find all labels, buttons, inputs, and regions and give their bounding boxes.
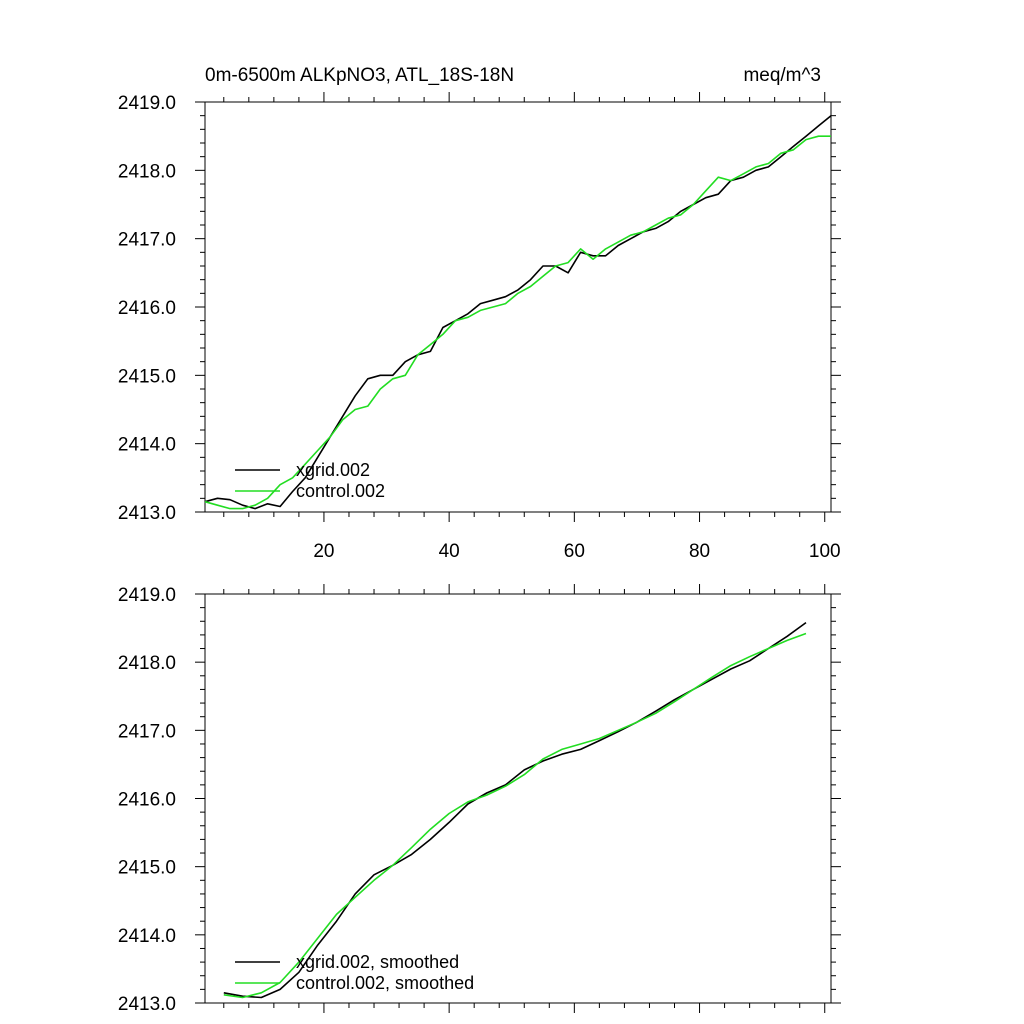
y-tick-label: 2413.0 <box>118 994 176 1015</box>
y-tick-label: 2417.0 <box>118 721 176 742</box>
x-tick-label: 100 <box>809 541 841 562</box>
legend-label-xgrid: xgrid.002 <box>296 460 370 480</box>
x-tick-label: 40 <box>439 541 460 562</box>
units-label: meq/m^3 <box>743 65 821 86</box>
top-panel: 20 40 60 80 100 2413.0 2414.0 2415.0 2416.0 2417.… <box>118 92 841 562</box>
x-tick-label: 20 <box>313 541 334 562</box>
x-tick-label: 60 <box>564 541 585 562</box>
legend-label-control: control.002, smoothed <box>296 973 474 993</box>
x-tick-label: 80 <box>689 541 710 562</box>
chart-title: 0m-6500m ALKpNO3, ATL_18S-18N <box>205 65 514 86</box>
y-tick-label: 2417.0 <box>118 230 176 251</box>
y-tick-label: 2419.0 <box>118 93 176 114</box>
series-line-xgrid <box>223 621 807 999</box>
y-tick-label: 2418.0 <box>118 653 176 674</box>
series-line-control <box>204 135 831 510</box>
y-tick-label: 2413.0 <box>118 503 176 524</box>
y-tick-label: 2416.0 <box>118 298 176 319</box>
y-tick-label: 2414.0 <box>118 926 176 947</box>
bottom-panel: 2413.0 2414.0 2415.0 2416.0 2417.0 2418.0 2419… <box>118 584 841 1015</box>
y-tick-label: 2415.0 <box>118 366 176 387</box>
y-tick-label: 2418.0 <box>118 161 176 182</box>
y-tick-label: 2416.0 <box>118 790 176 811</box>
plot-frame <box>204 101 832 513</box>
legend-label-control: control.002 <box>296 481 385 501</box>
y-tick-label: 2414.0 <box>118 435 176 456</box>
y-tick-label: 2419.0 <box>118 585 176 606</box>
series-line-xgrid <box>204 115 832 510</box>
plot-frame <box>204 593 832 1004</box>
y-tick-label: 2415.0 <box>118 858 176 879</box>
series-line-control <box>223 632 807 999</box>
legend-label-xgrid: xgrid.002, smoothed <box>296 952 459 972</box>
